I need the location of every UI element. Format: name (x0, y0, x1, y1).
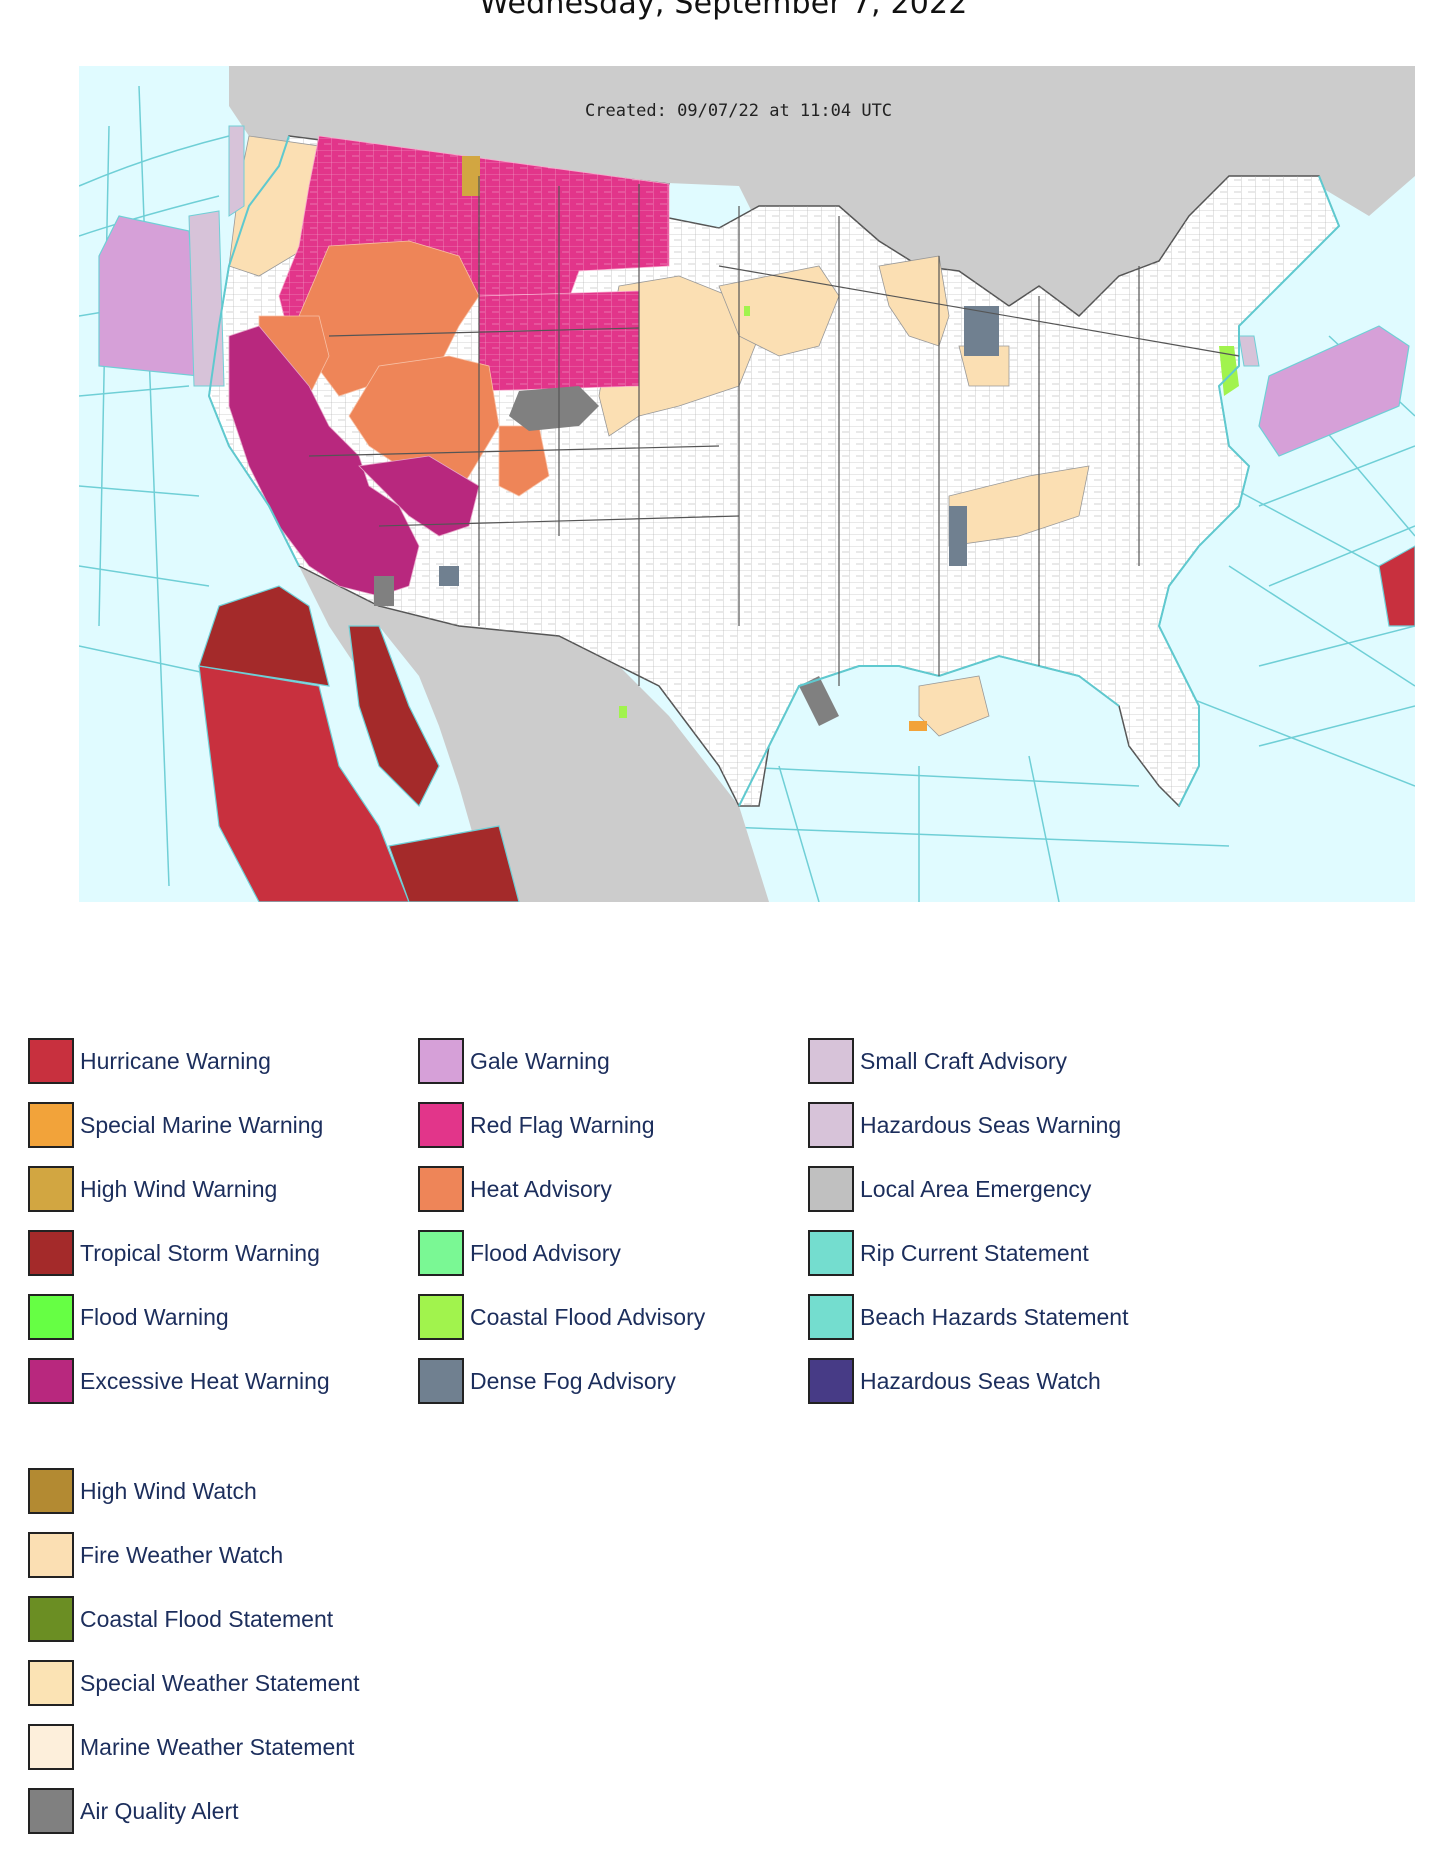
legend-label: Marine Weather Statement (80, 1733, 355, 1760)
legend-item-marine-weather-statement: Marine Weather Statement (28, 1722, 354, 1772)
legend-label: Coastal Flood Advisory (470, 1303, 706, 1330)
legend-item-hazardous-seas-warning: Hazardous Seas Warning (808, 1100, 1121, 1150)
legend-swatch (418, 1166, 464, 1212)
legend-swatch (28, 1038, 74, 1084)
legend-label: High Wind Watch (80, 1477, 257, 1504)
legend-item-flood-warning: Flood Warning (28, 1292, 229, 1342)
legend-swatch (418, 1102, 464, 1148)
legend-label: Excessive Heat Warning (80, 1367, 330, 1394)
coastal-zone-outlines (207, 135, 1341, 807)
legend-label: Special Weather Statement (80, 1669, 360, 1696)
legend-label: Air Quality Alert (80, 1797, 239, 1824)
legend-label: Special Marine Warning (80, 1111, 324, 1138)
legend-swatch (28, 1102, 74, 1148)
legend-swatch (808, 1358, 854, 1404)
legend-item-small-craft-advisory: Small Craft Advisory (808, 1036, 1067, 1086)
legend-label: Hurricane Warning (80, 1047, 271, 1074)
legend-item-fire-weather-watch: Fire Weather Watch (28, 1530, 283, 1580)
legend-swatch (28, 1294, 74, 1340)
legend-swatch (418, 1294, 464, 1340)
tropical-storm-warning-areas (198, 585, 520, 902)
legend-swatch (28, 1660, 74, 1706)
legend-item-hurricane-warning: Hurricane Warning (28, 1036, 271, 1086)
legend-swatch (418, 1358, 464, 1404)
legend-swatch (808, 1166, 854, 1212)
legend-item-high-wind-warning: High Wind Warning (28, 1164, 277, 1214)
legend-swatch (28, 1166, 74, 1212)
legend-item-hazardous-seas-watch: Hazardous Seas Watch (808, 1356, 1101, 1406)
legend-item-dense-fog-advisory: Dense Fog Advisory (418, 1356, 676, 1406)
legend-item-heat-advisory: Heat Advisory (418, 1164, 612, 1214)
legend-item-special-weather-statement: Special Weather Statement (28, 1658, 360, 1708)
legend-label: Beach Hazards Statement (860, 1303, 1129, 1330)
small-craft-advisory-areas (188, 125, 1260, 387)
legend-item-excessive-heat-warning: Excessive Heat Warning (28, 1356, 330, 1406)
dense-fog-advisory-areas (439, 306, 999, 586)
legend-swatch (808, 1230, 854, 1276)
mexico-land (299, 566, 769, 902)
coastal-flood-advisory-areas (619, 306, 1239, 718)
legend-label: Gale Warning (470, 1047, 610, 1074)
legend-label: Hazardous Seas Watch (860, 1367, 1101, 1394)
legend-item-local-area-emergency: Local Area Emergency (808, 1164, 1091, 1214)
legend-swatch (418, 1038, 464, 1084)
special-marine-warning-area (909, 721, 927, 731)
weather-hazards-map: Created: 09/07/22 at 11:04 UTC (79, 66, 1415, 902)
gale-warning-areas (98, 215, 1410, 457)
county-lines-red (279, 136, 669, 391)
hurricane-warning-areas (198, 545, 1415, 902)
legend-swatch (808, 1102, 854, 1148)
legend-label: Red Flag Warning (470, 1111, 655, 1138)
legend-label: Hazardous Seas Warning (860, 1111, 1122, 1138)
state-boundaries (308, 176, 1240, 686)
legend-swatch (28, 1596, 74, 1642)
legend-label: Local Area Emergency (860, 1175, 1092, 1202)
legend-label: Fire Weather Watch (80, 1541, 284, 1568)
legend-label: Rip Current Statement (860, 1239, 1089, 1266)
legend-swatch (28, 1788, 74, 1834)
heat-advisory-areas (258, 240, 550, 517)
legend-label: Small Craft Advisory (860, 1047, 1068, 1074)
legend-label: Dense Fog Advisory (470, 1367, 676, 1394)
legend-item-rip-current-statement: Rip Current Statement (808, 1228, 1089, 1278)
created-timestamp: Created: 09/07/22 at 11:04 UTC (585, 101, 892, 121)
legend-swatch (28, 1230, 74, 1276)
legend-label: Flood Advisory (470, 1239, 621, 1266)
legend-item-red-flag-warning: Red Flag Warning (418, 1100, 655, 1150)
legend-item-gale-warning: Gale Warning (418, 1036, 610, 1086)
legend-swatch (28, 1468, 74, 1514)
legend-swatch (418, 1230, 464, 1276)
legend-item-coastal-flood-advisory: Coastal Flood Advisory (418, 1292, 705, 1342)
legend-swatch (808, 1038, 854, 1084)
legend-swatch (28, 1358, 74, 1404)
legend-item-tropical-storm-warning: Tropical Storm Warning (28, 1228, 320, 1278)
legend-swatch (808, 1294, 854, 1340)
legend-swatch (28, 1724, 74, 1770)
legend-item-beach-hazards-statement: Beach Hazards Statement (808, 1292, 1128, 1342)
legend-label: Flood Warning (80, 1303, 229, 1330)
legend-item-high-wind-watch: High Wind Watch (28, 1466, 257, 1516)
legend-swatch (28, 1532, 74, 1578)
legend-label: High Wind Warning (80, 1175, 278, 1202)
excessive-heat-warning-areas (228, 325, 480, 597)
legend-item-special-marine-warning: Special Marine Warning (28, 1100, 323, 1150)
high-wind-warning-area (462, 156, 480, 196)
legend-label: Tropical Storm Warning (80, 1239, 320, 1266)
legend-item-coastal-flood-statement: Coastal Flood Statement (28, 1594, 333, 1644)
page-title: Wednesday, September 7, 2022 (479, 0, 968, 21)
legend-label: Coastal Flood Statement (80, 1605, 334, 1632)
air-quality-alert-areas (374, 386, 839, 726)
legend-item-air-quality-alert: Air Quality Alert (28, 1786, 239, 1836)
legend-label: Heat Advisory (470, 1175, 612, 1202)
legend-item-flood-advisory: Flood Advisory (418, 1228, 621, 1278)
